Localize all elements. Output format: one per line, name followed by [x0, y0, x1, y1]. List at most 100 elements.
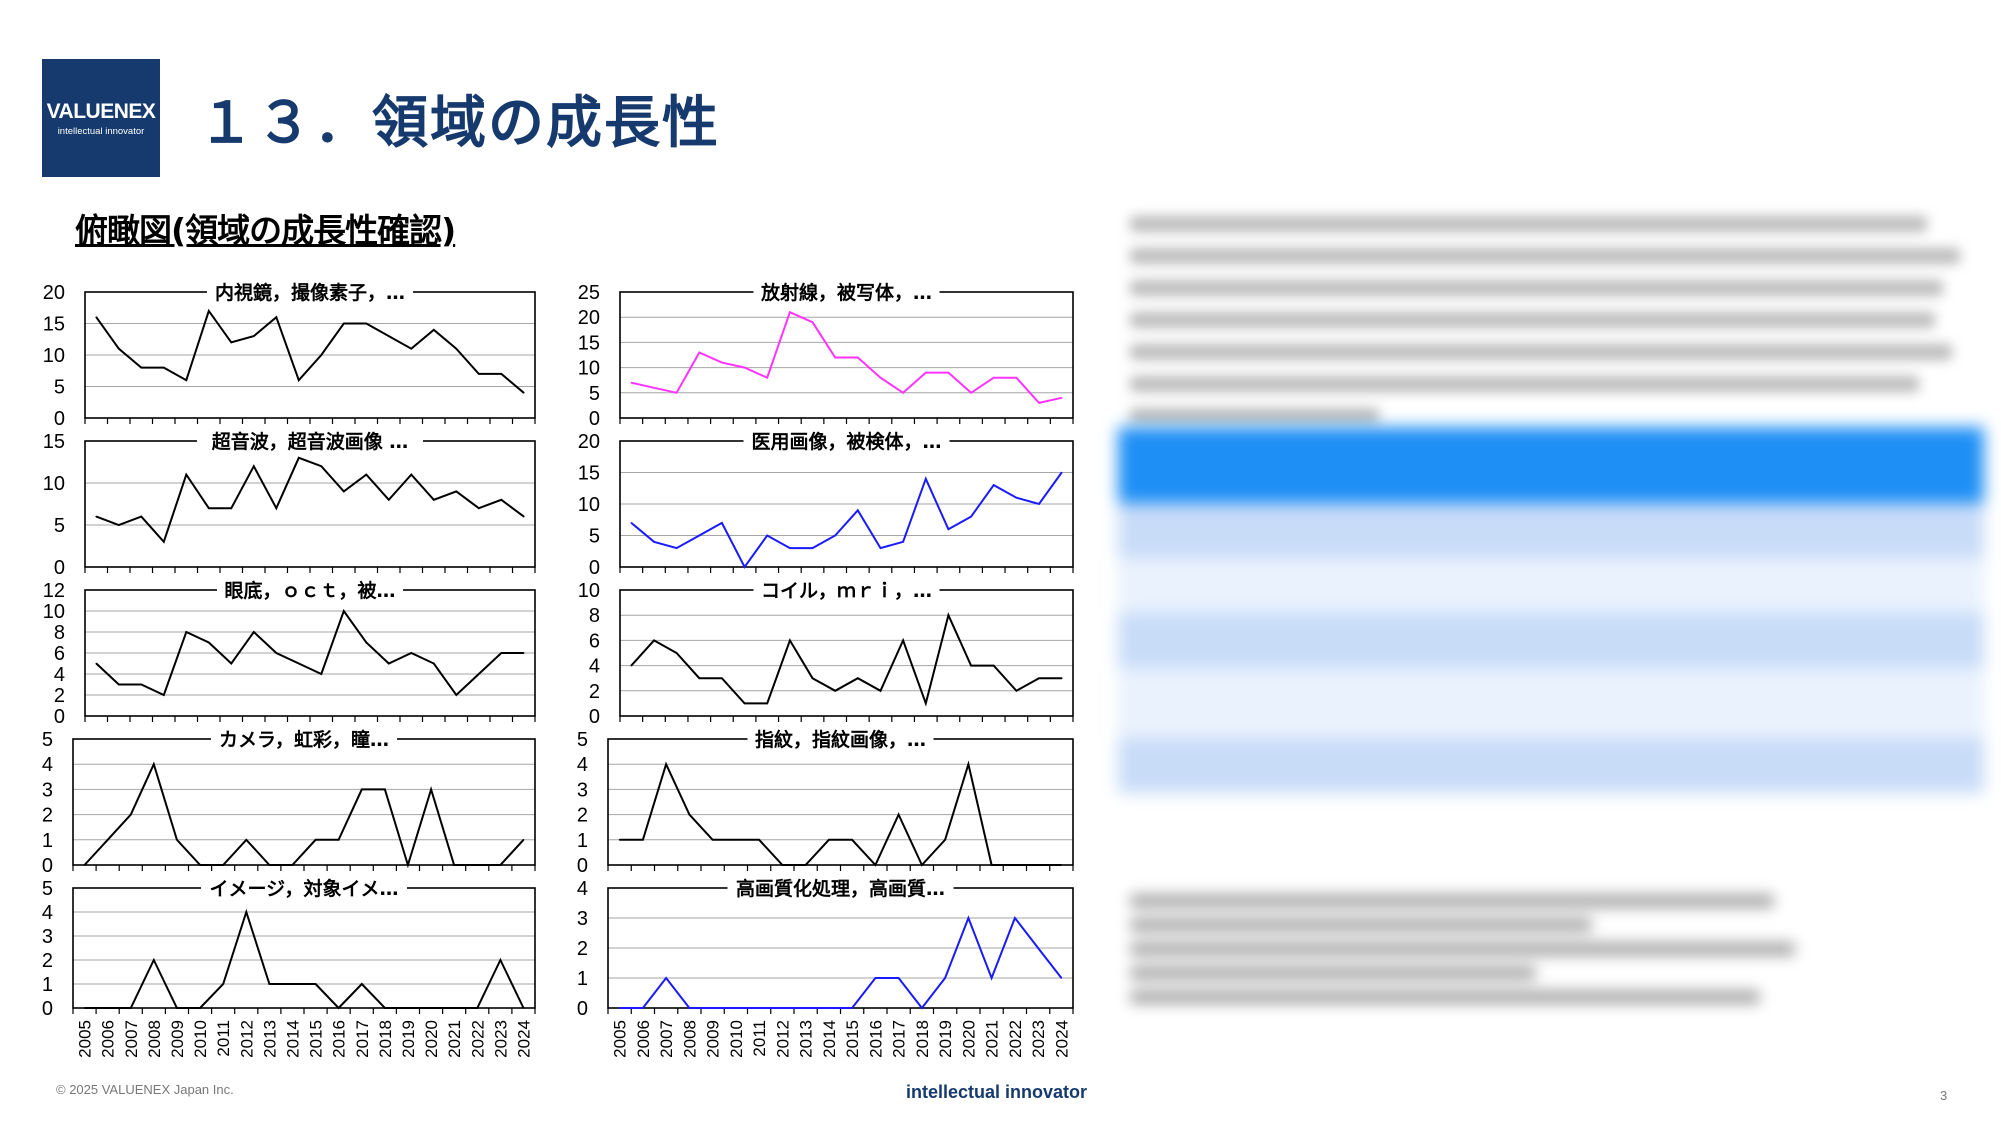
data-point: [944, 839, 946, 841]
data-point: [1038, 677, 1040, 679]
data-point: [245, 839, 248, 841]
chart-7: 0 1 2 3 4 5 カメラ，虹彩，瞳…: [42, 727, 536, 877]
data-point: [944, 977, 946, 979]
data-point: [95, 662, 98, 665]
blurred-table: [1118, 427, 1984, 793]
x-tick-label: 2016: [866, 1020, 885, 1058]
data-point: [522, 652, 525, 654]
data-point: [230, 341, 233, 344]
footer-tagline: intellectual innovator: [906, 1082, 1088, 1102]
data-point: [618, 1007, 621, 1009]
data-point: [297, 379, 300, 382]
data-point: [268, 864, 271, 866]
series-line: [95, 308, 525, 394]
data-point: [222, 864, 224, 866]
data-point: [921, 864, 923, 866]
x-tick-label: 2017: [353, 1020, 372, 1058]
series-line: [630, 471, 1063, 569]
data-point: [879, 376, 882, 379]
plot-frame: [72, 738, 536, 866]
data-point: [499, 959, 502, 961]
data-point: [140, 366, 143, 369]
y-tick-label: 5: [54, 515, 65, 537]
data-point: [698, 677, 701, 679]
series-line: [95, 456, 525, 544]
data-point: [711, 1007, 714, 1009]
data-point: [735, 839, 737, 841]
data-point: [176, 1007, 178, 1009]
y-tick-label: 6: [54, 643, 65, 665]
data-point: [789, 639, 791, 642]
data-point: [967, 763, 970, 765]
data-point: [897, 977, 900, 979]
chart-2: 0 5 10 15 20 25 放射線，被写体，…: [578, 280, 1074, 430]
x-tick-label: 2018: [376, 1020, 395, 1058]
data-point: [781, 1007, 784, 1009]
data-point: [857, 356, 859, 359]
data-point: [834, 690, 836, 692]
data-point: [721, 677, 723, 679]
plot-frame: [84, 440, 536, 568]
chart-title-bg: [197, 429, 423, 453]
section-title: 俯瞰図(領域の成長性確認): [75, 211, 456, 250]
blurred-notes: [1130, 884, 1830, 1014]
data-point: [476, 1007, 479, 1009]
chart-3: 0 5 10 15 超音波，超音波画像 …: [43, 429, 536, 579]
data-point: [207, 507, 210, 510]
data-point: [897, 813, 900, 816]
data-point: [500, 373, 503, 375]
y-tick-label: 0: [577, 998, 588, 1020]
y-tick-label: 0: [54, 557, 65, 579]
data-point: [314, 839, 317, 841]
data-point: [902, 392, 904, 394]
series-line: [619, 760, 1062, 867]
data-point: [185, 379, 188, 382]
y-tick-label: 4: [577, 878, 588, 900]
data-point: [83, 1007, 86, 1009]
data-point: [275, 316, 278, 319]
y-tick-label: 5: [577, 729, 588, 751]
y-tick-label: 1: [577, 968, 588, 990]
data-point: [618, 839, 621, 841]
y-tick-label: 15: [578, 332, 600, 354]
x-tick-label: 2019: [936, 1020, 955, 1058]
data-point: [1014, 864, 1016, 866]
logo-wordmark: VALUENEX: [46, 99, 156, 123]
data-point: [1038, 402, 1040, 404]
y-tick-label: 15: [43, 431, 65, 453]
data-point: [653, 386, 655, 389]
x-tick-label: 2021: [983, 1020, 1002, 1058]
chart-title: 放射線，被写体，…: [760, 281, 932, 304]
data-point: [432, 499, 435, 501]
chart-title-bg: [743, 429, 950, 453]
chart-4: 0 5 10 15 20 医用画像，被検体，…: [578, 429, 1074, 579]
data-point: [222, 983, 224, 985]
data-point: [653, 639, 655, 642]
x-tick-label: 2024: [1052, 1020, 1071, 1058]
chart-title-bg: [211, 727, 397, 751]
y-tick-label: 4: [589, 656, 600, 678]
x-tick-label: 2008: [680, 1020, 699, 1058]
y-tick-label: 10: [578, 358, 600, 380]
y-tick-label: 2: [42, 950, 53, 972]
x-tick-label: 2008: [145, 1020, 164, 1058]
data-point: [811, 677, 814, 679]
data-point: [874, 864, 877, 866]
data-point: [199, 864, 201, 866]
x-tick-label: 2012: [773, 1020, 792, 1058]
data-point: [477, 673, 480, 675]
data-point: [924, 371, 927, 374]
data-point: [95, 515, 98, 518]
x-tick-label: 2021: [445, 1020, 464, 1058]
chart-title: カメラ，虹彩，瞳…: [219, 728, 389, 751]
data-point: [789, 311, 791, 313]
data-point: [766, 702, 769, 705]
data-point: [522, 1007, 525, 1009]
chart-title-bg: [207, 280, 413, 304]
y-tick-label: 0: [42, 998, 53, 1020]
data-point: [947, 614, 950, 616]
data-point: [185, 473, 188, 476]
chart-title: コイル，ｍｒｉ，…: [761, 580, 932, 602]
y-tick-label: 10: [43, 601, 65, 623]
